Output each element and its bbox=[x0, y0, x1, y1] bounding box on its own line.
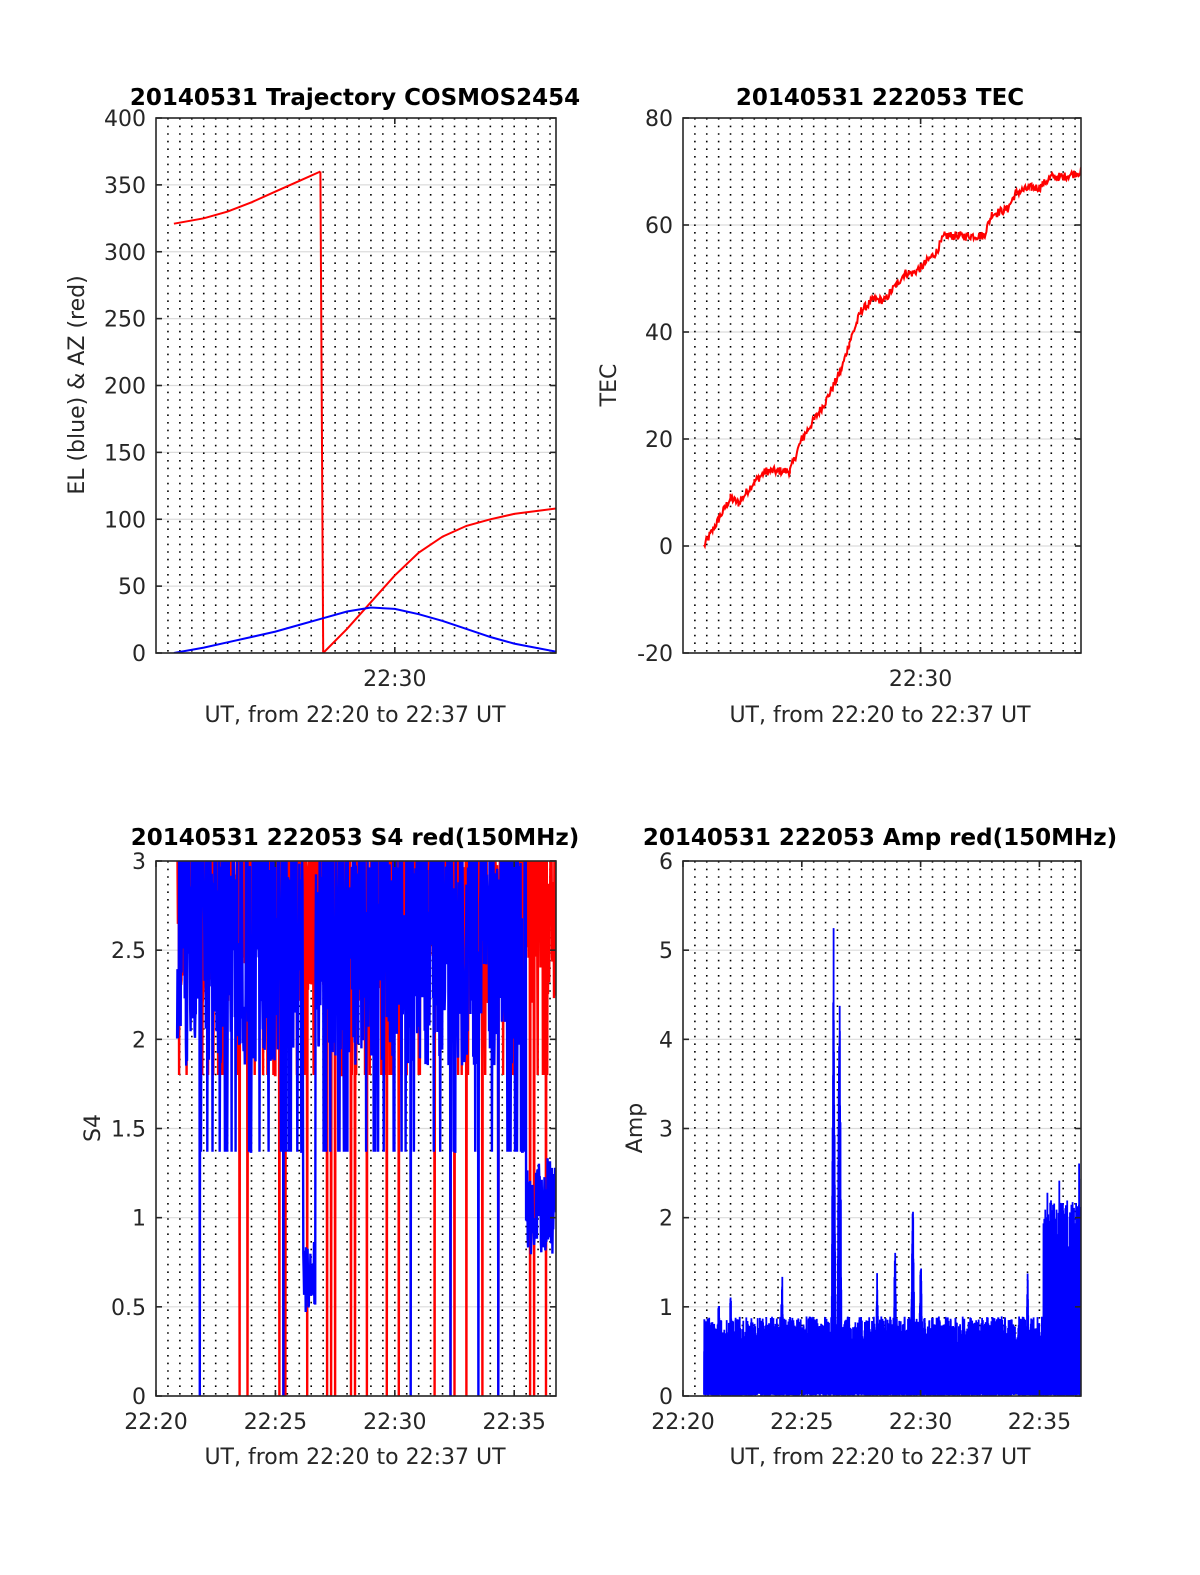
y-tick-label: 1 bbox=[132, 1207, 146, 1232]
grid bbox=[683, 117, 1081, 654]
y-tick-label: 200 bbox=[104, 375, 146, 400]
y-tick-label: 1 bbox=[659, 1296, 673, 1321]
series-red bbox=[703, 167, 1081, 550]
panel-amp: 20140531 222053 Amp red(150MHz) Amp UT, … bbox=[623, 825, 1117, 1470]
y-tick-label: 20 bbox=[645, 428, 673, 453]
axes: 0 1 2 3 4 5 6 22:20 22:25 22:30 22:35 bbox=[651, 850, 1082, 1435]
y-tick-label: 250 bbox=[104, 308, 146, 333]
series-group bbox=[703, 167, 1081, 550]
series-red bbox=[322, 507, 556, 653]
axes: 0 0.5 1 1.5 2 2.5 3 22:20 22:25 22:30 22:35 bbox=[111, 850, 557, 1435]
x-axis-label: UT, from 22:20 to 22:37 UT bbox=[729, 703, 1031, 728]
panel-s4: 20140531 222053 S4 red(150MHz) S4 UT, fr… bbox=[81, 825, 579, 1470]
y-tick-label: 0 bbox=[659, 1385, 673, 1410]
y-tick-label: 5 bbox=[659, 939, 673, 964]
y-tick-label: 0 bbox=[659, 535, 673, 560]
y-tick-label: 2 bbox=[132, 1028, 146, 1053]
y-axis-label: TEC bbox=[597, 364, 622, 408]
chart-title: 20140531 222053 Amp red(150MHz) bbox=[643, 825, 1117, 851]
x-tick-label: 22:35 bbox=[483, 1410, 546, 1435]
y-tick-label: 50 bbox=[118, 575, 146, 600]
x-tick-label: 22:30 bbox=[363, 1410, 426, 1435]
y-tick-label: 0 bbox=[132, 1385, 146, 1410]
x-axis-label: UT, from 22:20 to 22:37 UT bbox=[204, 703, 506, 728]
y-axis-label: EL (blue) & AZ (red) bbox=[65, 275, 90, 494]
y-tick-label: 40 bbox=[645, 321, 673, 346]
y-tick-label: 3 bbox=[132, 850, 146, 875]
x-tick-label: 22:25 bbox=[770, 1410, 833, 1435]
series-blue bbox=[175, 861, 556, 1396]
y-tick-label: 6 bbox=[659, 850, 673, 875]
y-tick-label: 80 bbox=[645, 107, 673, 132]
y-tick-label: 2 bbox=[659, 1207, 673, 1232]
x-tick-label: 22:35 bbox=[1008, 1410, 1071, 1435]
axes: -20 0 20 40 60 80 22:30 bbox=[637, 107, 1082, 692]
chart-title: 20140531 Trajectory COSMOS2454 bbox=[130, 85, 580, 111]
chart-title: 20140531 222053 S4 red(150MHz) bbox=[131, 825, 580, 851]
series-blue bbox=[173, 606, 556, 653]
y-tick-label: 2.5 bbox=[111, 939, 146, 964]
y-tick-label: 0.5 bbox=[111, 1296, 146, 1321]
series-group bbox=[175, 861, 556, 1396]
chart-title: 20140531 222053 TEC bbox=[736, 85, 1024, 111]
y-tick-label: -20 bbox=[637, 642, 673, 667]
y-tick-label: 100 bbox=[104, 508, 146, 533]
axes-box bbox=[682, 117, 1082, 654]
x-tick-label: 22:30 bbox=[363, 667, 426, 692]
axes: 0 50 100 150 200 250 300 350 400 22:30 bbox=[104, 107, 557, 692]
x-axis-label: UT, from 22:20 to 22:37 UT bbox=[204, 1445, 506, 1470]
y-tick-label: 400 bbox=[104, 107, 146, 132]
y-tick-label: 0 bbox=[132, 642, 146, 667]
y-axis-label: Amp bbox=[623, 1103, 648, 1153]
series-red bbox=[319, 171, 325, 653]
y-axis-label: S4 bbox=[81, 1114, 106, 1142]
y-tick-label: 150 bbox=[104, 441, 146, 466]
y-tick-label: 4 bbox=[659, 1028, 673, 1053]
panel-trajectory: 20140531 Trajectory COSMOS2454 EL (blue)… bbox=[65, 85, 580, 728]
y-tick-label: 60 bbox=[645, 214, 673, 239]
grid bbox=[683, 860, 1081, 1397]
x-tick-label: 22:20 bbox=[651, 1410, 714, 1435]
series-group bbox=[173, 170, 556, 653]
y-tick-label: 3 bbox=[659, 1118, 673, 1143]
series-red bbox=[173, 170, 321, 225]
x-tick-label: 22:30 bbox=[889, 1410, 952, 1435]
x-tick-label: 22:25 bbox=[244, 1410, 307, 1435]
x-tick-label: 22:30 bbox=[889, 667, 952, 692]
series-blue bbox=[703, 928, 1081, 1396]
panel-tec: 20140531 222053 TEC TEC UT, from 22:20 t… bbox=[597, 85, 1082, 728]
y-tick-label: 300 bbox=[104, 241, 146, 266]
series-group bbox=[703, 928, 1081, 1396]
y-tick-label: 1.5 bbox=[111, 1118, 146, 1143]
x-axis-label: UT, from 22:20 to 22:37 UT bbox=[729, 1445, 1031, 1470]
y-tick-label: 350 bbox=[104, 174, 146, 199]
x-tick-label: 22:20 bbox=[124, 1410, 187, 1435]
